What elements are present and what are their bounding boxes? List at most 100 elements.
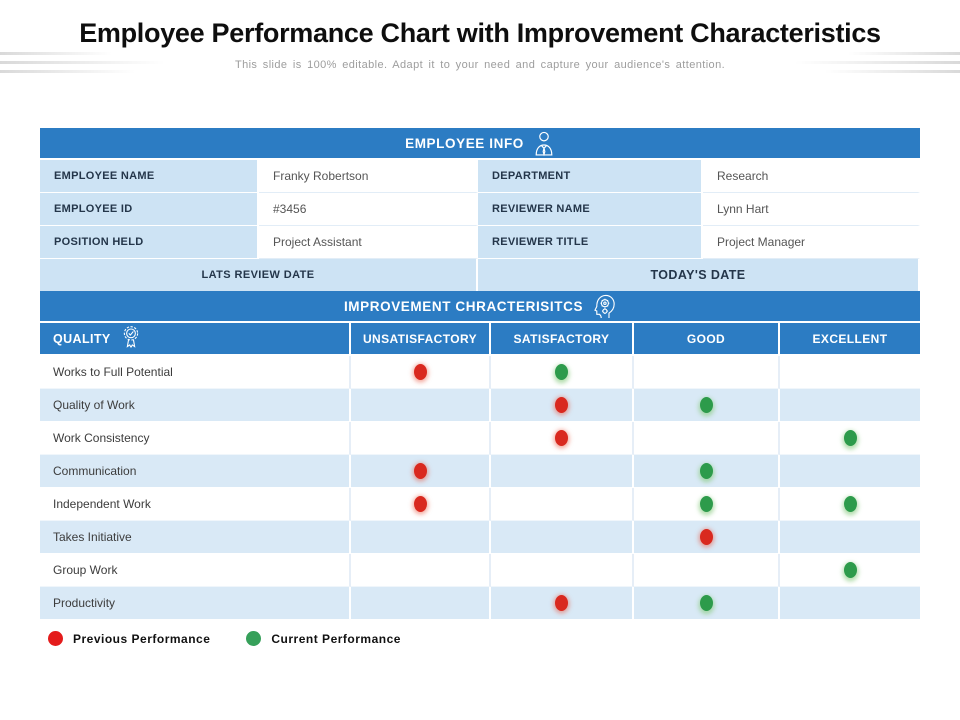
rating-cell-satisfactory bbox=[491, 356, 634, 389]
award-ribbon-icon bbox=[121, 324, 141, 353]
quality-label-cell: Works to Full Potential bbox=[40, 356, 351, 389]
current-performance-dot bbox=[555, 364, 568, 380]
matrix-row: Works to Full Potential bbox=[40, 356, 920, 389]
todays-date-cell: TODAY'S DATE bbox=[478, 259, 920, 291]
rating-cell-unsatisfactory bbox=[351, 554, 491, 587]
employee-info-row: EMPLOYEE NAME Franky Robertson DEPARTMENT R… bbox=[40, 160, 920, 193]
info-label-cell: POSITION HELD bbox=[40, 226, 259, 259]
rating-cell-excellent bbox=[780, 554, 920, 587]
decorative-line bbox=[848, 52, 960, 55]
info-value-cell: Lynn Hart bbox=[703, 193, 920, 226]
employee-info-title: EMPLOYEE INFO bbox=[405, 135, 524, 151]
rating-cell-satisfactory bbox=[491, 488, 634, 521]
rating-cell-excellent bbox=[780, 422, 920, 455]
column-header-unsatisfactory: UNSATISFACTORY bbox=[351, 323, 491, 354]
info-value-cell: Project Manager bbox=[703, 226, 920, 259]
matrix-row: Takes Initiative bbox=[40, 521, 920, 554]
previous-performance-dot bbox=[699, 529, 713, 545]
previous-performance-dot bbox=[48, 631, 63, 646]
previous-performance-dot bbox=[413, 496, 427, 512]
matrix-column-headers: QUALITY UNSATISFACTORY SATISFACTORY GOOD… bbox=[40, 323, 920, 356]
employee-info-footer: LATS REVIEW DATE TODAY'S DATE bbox=[40, 259, 920, 291]
legend: Previous Performance Current Performance bbox=[48, 631, 401, 646]
quality-label-cell: Takes Initiative bbox=[40, 521, 351, 554]
current-performance-dot bbox=[699, 496, 713, 512]
column-header-quality: QUALITY bbox=[40, 323, 351, 354]
rating-cell-unsatisfactory bbox=[351, 356, 491, 389]
rating-cell-good bbox=[634, 356, 780, 389]
current-performance-dot bbox=[843, 430, 857, 446]
rating-cell-unsatisfactory bbox=[351, 455, 491, 488]
current-performance-dot bbox=[699, 595, 713, 611]
quality-label-cell: Communication bbox=[40, 455, 351, 488]
quality-label-cell: Quality of Work bbox=[40, 389, 351, 422]
rating-cell-unsatisfactory bbox=[351, 389, 491, 422]
previous-performance-dot bbox=[413, 364, 427, 380]
info-label-cell: EMPLOYEE NAME bbox=[40, 160, 259, 193]
decorative-line bbox=[0, 70, 135, 73]
rating-cell-excellent bbox=[780, 356, 920, 389]
current-performance-dot bbox=[843, 496, 857, 512]
current-performance-dot bbox=[843, 562, 857, 578]
matrix-row: Productivity bbox=[40, 587, 920, 620]
employee-info-row: POSITION HELD Project Assistant REVIEWER T… bbox=[40, 226, 920, 259]
rating-cell-good bbox=[634, 389, 780, 422]
businessman-icon bbox=[533, 130, 555, 157]
decorative-line bbox=[0, 52, 112, 55]
current-performance-dot bbox=[699, 397, 713, 413]
previous-performance-dot bbox=[413, 463, 427, 479]
rating-cell-good bbox=[634, 521, 780, 554]
quality-label-cell: Group Work bbox=[40, 554, 351, 587]
improvement-header: IMPROVEMENT CHRACTERISITCS bbox=[40, 291, 920, 323]
previous-performance-dot bbox=[555, 595, 568, 611]
rating-cell-good bbox=[634, 455, 780, 488]
quality-label-cell: Independent Work bbox=[40, 488, 351, 521]
matrix-rows: Works to Full Potential Quality of Work Wo… bbox=[40, 356, 920, 620]
rating-cell-good bbox=[634, 587, 780, 620]
last-review-date-cell: LATS REVIEW DATE bbox=[40, 259, 478, 291]
rating-cell-unsatisfactory bbox=[351, 521, 491, 554]
rating-cell-unsatisfactory bbox=[351, 422, 491, 455]
slide-subtitle: This slide is 100% editable. Adapt it to… bbox=[234, 59, 726, 71]
info-label-cell: REVIEWER TITLE bbox=[478, 226, 703, 259]
rating-cell-unsatisfactory bbox=[351, 488, 491, 521]
rating-cell-excellent bbox=[780, 521, 920, 554]
matrix-row: Quality of Work bbox=[40, 389, 920, 422]
rating-cell-excellent bbox=[780, 455, 920, 488]
employee-info-row: EMPLOYEE ID #3456 REVIEWER NAME Lynn Hart bbox=[40, 193, 920, 226]
legend-previous-performance: Previous Performance bbox=[48, 631, 210, 646]
matrix-row: Independent Work bbox=[40, 488, 920, 521]
rating-cell-satisfactory bbox=[491, 389, 634, 422]
mind-gear-icon bbox=[592, 292, 616, 320]
matrix-row: Group Work bbox=[40, 554, 920, 587]
rating-cell-good bbox=[634, 554, 780, 587]
column-header-excellent: EXCELLENT bbox=[812, 331, 888, 346]
rating-cell-excellent bbox=[780, 587, 920, 620]
info-label-cell: DEPARTMENT bbox=[478, 160, 703, 193]
rating-cell-satisfactory bbox=[491, 455, 634, 488]
previous-performance-dot bbox=[555, 430, 568, 446]
rating-cell-satisfactory bbox=[491, 422, 634, 455]
employee-info-rows: EMPLOYEE NAME Franky Robertson DEPARTMENT R… bbox=[40, 160, 920, 259]
decorative-line bbox=[0, 61, 165, 64]
info-value-cell: Franky Robertson bbox=[259, 160, 478, 193]
rating-cell-excellent bbox=[780, 488, 920, 521]
info-label-cell: REVIEWER NAME bbox=[478, 193, 703, 226]
info-value-cell: #3456 bbox=[259, 193, 478, 226]
rating-cell-satisfactory bbox=[491, 587, 634, 620]
info-value-cell: Research bbox=[703, 160, 920, 193]
rating-cell-satisfactory bbox=[491, 554, 634, 587]
matrix-row: Work Consistency bbox=[40, 422, 920, 455]
rating-cell-excellent bbox=[780, 389, 920, 422]
legend-current-performance: Current Performance bbox=[246, 631, 401, 646]
rating-cell-good bbox=[634, 422, 780, 455]
rating-cell-satisfactory bbox=[491, 521, 634, 554]
info-label-cell: EMPLOYEE ID bbox=[40, 193, 259, 226]
matrix-row: Communication bbox=[40, 455, 920, 488]
decorative-line bbox=[795, 61, 960, 64]
info-value-cell: Project Assistant bbox=[259, 226, 478, 259]
employee-info-header: EMPLOYEE INFO bbox=[40, 128, 920, 160]
page-title: Employee Performance Chart with Improvem… bbox=[79, 18, 881, 48]
column-header-good: GOOD bbox=[634, 323, 780, 354]
